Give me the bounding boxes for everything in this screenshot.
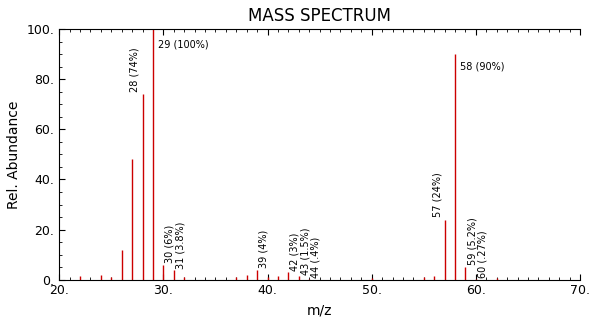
Text: 43 (1.5%): 43 (1.5%) (300, 227, 310, 275)
Text: 60 (.27%): 60 (.27%) (478, 230, 488, 278)
Text: 30 (6%): 30 (6%) (165, 225, 175, 263)
Y-axis label: Rel. Abundance: Rel. Abundance (7, 100, 21, 209)
Text: 28 (74%): 28 (74%) (130, 47, 140, 92)
Text: 39 (4%): 39 (4%) (259, 230, 269, 268)
Title: MASS SPECTRUM: MASS SPECTRUM (248, 7, 391, 25)
Text: 58 (90%): 58 (90%) (460, 62, 505, 72)
Text: 29 (100%): 29 (100%) (158, 39, 209, 49)
Text: 44 (.4%): 44 (.4%) (311, 237, 321, 278)
Text: 59 (5.2%): 59 (5.2%) (467, 218, 477, 265)
X-axis label: m/z: m/z (307, 303, 333, 317)
Text: 57 (24%): 57 (24%) (432, 172, 442, 217)
Text: 31 (3.8%): 31 (3.8%) (176, 222, 186, 269)
Text: 42 (3%): 42 (3%) (290, 233, 300, 271)
